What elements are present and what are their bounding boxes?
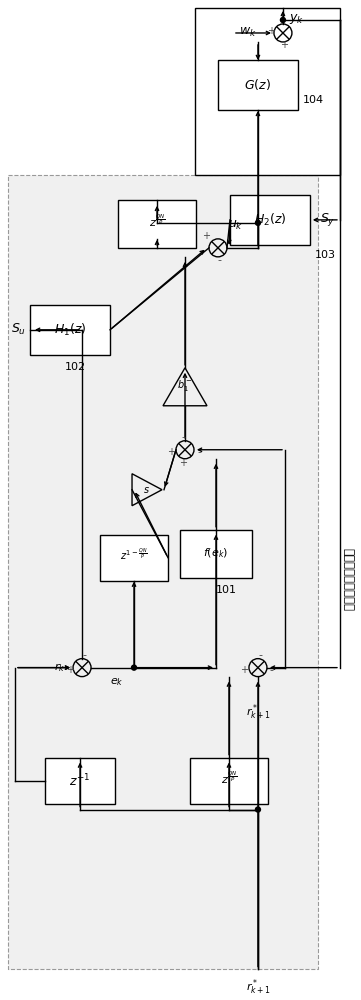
Text: +: +	[167, 447, 175, 457]
Text: $z^{\frac{QN}{P}}$: $z^{\frac{QN}{P}}$	[221, 769, 237, 786]
Text: +: +	[179, 458, 187, 468]
Text: 104: 104	[303, 95, 323, 105]
Text: +: +	[240, 665, 248, 675]
Bar	[100, 535, 168, 581]
Text: $S_y$: $S_y$	[320, 211, 335, 228]
Bar	[180, 530, 252, 578]
Bar	[195, 8, 340, 175]
Text: $f(e_k)$: $f(e_k)$	[203, 547, 229, 560]
Text: $r_k$: $r_k$	[55, 661, 66, 674]
Bar	[230, 195, 310, 245]
Text: $S_u$: $S_u$	[10, 322, 26, 337]
Text: $e_k$: $e_k$	[110, 676, 124, 688]
Text: -: -	[181, 432, 185, 442]
Text: 102: 102	[65, 362, 86, 372]
Text: +: +	[280, 40, 288, 50]
Text: $u_k$: $u_k$	[228, 219, 244, 232]
Circle shape	[131, 665, 136, 670]
Text: +: +	[66, 665, 74, 675]
Text: -: -	[258, 650, 262, 660]
Text: $w_k$: $w_k$	[239, 25, 257, 39]
Text: $s$: $s$	[143, 485, 149, 495]
Text: $b_1^-$: $b_1^-$	[177, 378, 193, 393]
Bar	[190, 758, 268, 804]
Text: +: +	[267, 26, 275, 36]
Text: $H_1(z)$: $H_1(z)$	[54, 322, 86, 338]
Text: 103: 103	[314, 250, 335, 260]
Bar	[118, 200, 196, 248]
Bar	[8, 175, 318, 969]
Text: 分数周期重复控制器: 分数周期重复控制器	[342, 548, 355, 611]
Text: $r_{k+1}^*$: $r_{k+1}^*$	[245, 978, 270, 997]
Circle shape	[256, 807, 260, 812]
Text: $r_{k+1}^*$: $r_{k+1}^*$	[245, 703, 270, 722]
Text: $z^{\frac{QN}{P}}$: $z^{\frac{QN}{P}}$	[149, 213, 165, 229]
Text: $y_k$: $y_k$	[290, 12, 304, 26]
Text: $z^{1-\frac{QN}{P}}$: $z^{1-\frac{QN}{P}}$	[120, 547, 148, 563]
Text: $H_2(z)$: $H_2(z)$	[254, 212, 286, 228]
Text: -: -	[197, 447, 201, 457]
Bar	[30, 305, 110, 355]
Bar	[45, 758, 115, 804]
Text: 101: 101	[216, 585, 236, 595]
Text: $z^{-1}$: $z^{-1}$	[69, 772, 91, 789]
Text: -: -	[82, 650, 86, 660]
Text: $G(z)$: $G(z)$	[244, 77, 271, 92]
Text: -: -	[217, 255, 221, 265]
Circle shape	[280, 17, 286, 22]
Text: -: -	[270, 665, 274, 675]
Circle shape	[256, 220, 260, 225]
Text: +: +	[202, 231, 210, 241]
Bar	[218, 60, 298, 110]
